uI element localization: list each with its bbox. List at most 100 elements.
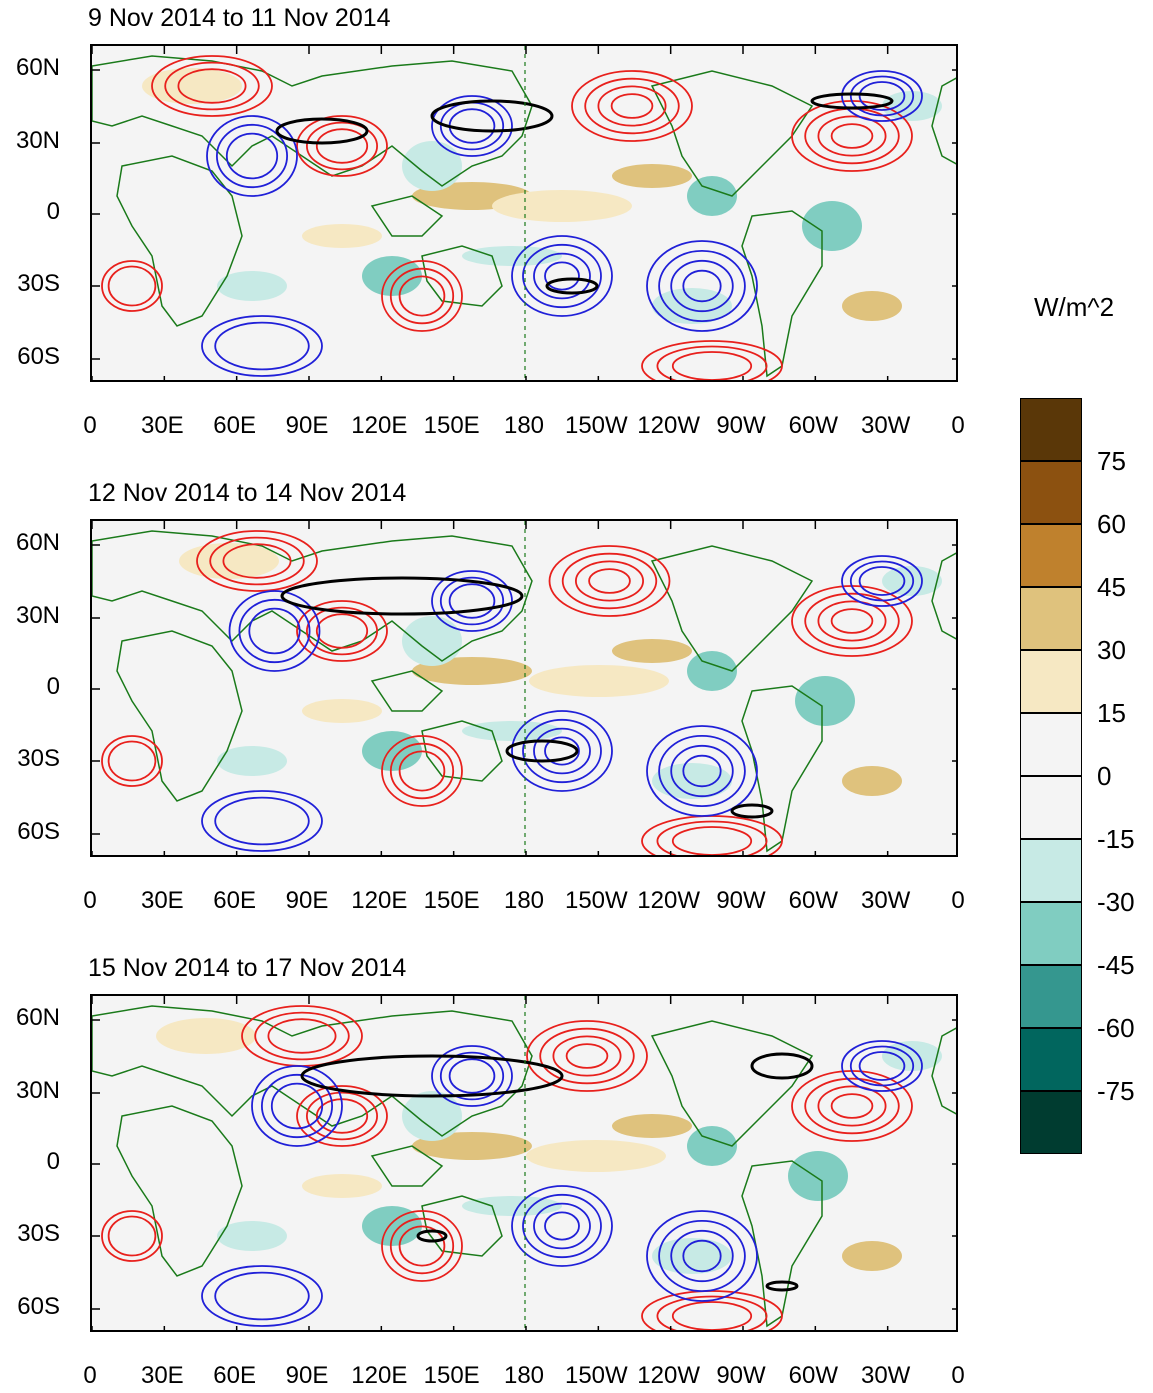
anomaly-shading	[402, 1091, 462, 1141]
anomaly-shading	[217, 1221, 287, 1251]
x-axis-label: 60E	[213, 412, 257, 439]
negative-contour	[841, 1040, 923, 1092]
negative-contour	[858, 81, 906, 111]
anomaly-shading	[462, 246, 562, 266]
significance-contour	[545, 277, 599, 295]
negative-contour	[522, 243, 602, 309]
panel-title: 15 Nov 2014 to 17 Nov 2014	[88, 954, 407, 982]
negative-contour	[544, 736, 580, 766]
x-axis-label: 120E	[351, 887, 408, 914]
positive-contour	[389, 267, 455, 325]
anomaly-shading	[217, 271, 287, 301]
positive-contour	[398, 750, 446, 792]
anomaly-shading	[302, 1174, 382, 1198]
positive-contour	[526, 1020, 648, 1092]
colorbar-title: W/m^2	[1034, 292, 1115, 322]
x-axis-label: 120W	[637, 887, 701, 914]
coastline	[370, 1145, 444, 1187]
positive-contour	[267, 1018, 337, 1054]
positive-contour	[574, 560, 644, 602]
colorbar-label: -60	[1097, 1013, 1135, 1043]
negative-contour	[682, 1239, 722, 1273]
positive-contour	[381, 1210, 463, 1282]
significance-contour	[765, 1280, 799, 1292]
anomaly-shading	[302, 224, 382, 248]
positive-contour	[656, 820, 768, 855]
coastline	[421, 1195, 503, 1257]
coastline	[116, 1105, 243, 1277]
y-axis-label: 60S	[17, 1293, 60, 1320]
negative-contour	[658, 249, 746, 322]
negative-contour	[431, 570, 513, 632]
anomaly-shading	[842, 766, 902, 796]
colorbar-box	[1020, 965, 1082, 1028]
colorbar-box	[1020, 524, 1082, 587]
coastline	[421, 720, 503, 782]
negative-contour	[841, 70, 923, 122]
anomaly-shading	[179, 543, 279, 579]
anomaly-shading	[529, 665, 669, 697]
negative-contour	[849, 1045, 915, 1087]
positive-contour	[305, 1091, 378, 1141]
y-axis-label: 30N	[15, 602, 60, 629]
y-axis-label: 0	[46, 1148, 60, 1175]
x-axis-label: 90E	[285, 887, 329, 914]
anomaly-shading	[462, 1196, 562, 1216]
positive-contour	[656, 345, 768, 380]
x-axis-label: 0	[951, 1362, 965, 1389]
anomaly-shading	[462, 721, 562, 741]
positive-contour	[101, 1210, 163, 1262]
colorbar-label: 45	[1097, 572, 1126, 602]
positive-contour	[107, 1215, 157, 1257]
anomaly-shading	[612, 164, 692, 188]
negative-contour	[439, 576, 505, 626]
negative-contour	[201, 315, 323, 377]
x-axis-label: 30E	[140, 412, 184, 439]
anomaly-shading	[687, 651, 737, 691]
positive-contour	[671, 351, 753, 380]
positive-contour	[561, 552, 658, 610]
positive-contour	[588, 568, 631, 594]
colorbar-label: -30	[1097, 887, 1135, 917]
colorbar-label: 30	[1097, 635, 1126, 665]
significance-contour	[430, 99, 554, 133]
anomaly-shading	[362, 1206, 422, 1246]
coastline	[116, 155, 243, 327]
colorbar-label: 15	[1097, 698, 1126, 728]
panel-title: 9 Nov 2014 to 11 Nov 2014	[88, 4, 391, 32]
negative-contour	[201, 790, 323, 852]
positive-contour	[817, 600, 887, 642]
positive-contour	[196, 530, 318, 592]
coastline	[650, 545, 814, 672]
negative-contour	[248, 607, 301, 655]
positive-contour	[804, 592, 900, 650]
positive-contour	[164, 61, 260, 111]
anomaly-shading	[882, 1041, 942, 1071]
x-axis-label: 90W	[716, 887, 766, 914]
x-axis-label: 150W	[564, 887, 628, 914]
positive-contour	[671, 826, 753, 855]
coastline	[116, 630, 243, 802]
positive-contour	[315, 128, 369, 164]
anomaly-shading	[526, 1140, 666, 1172]
negative-contour	[849, 75, 915, 117]
x-axis-label: 60W	[788, 412, 839, 439]
negative-contour	[522, 1193, 602, 1259]
positive-contour	[381, 735, 463, 807]
anomaly-shading	[402, 141, 462, 191]
positive-contour	[610, 93, 654, 119]
x-axis-label: 90W	[716, 1362, 766, 1389]
colorbar-box	[1020, 713, 1082, 776]
negative-contour	[670, 259, 734, 313]
anomaly-shading	[687, 1126, 737, 1166]
anomaly-shading	[612, 639, 692, 663]
negative-contour	[511, 1185, 613, 1267]
x-axis-label: 150E	[423, 887, 480, 914]
x-axis-label: 120W	[637, 1362, 701, 1389]
negative-contour	[214, 1271, 310, 1321]
x-axis-label: 0	[951, 412, 965, 439]
anomaly-shading	[612, 1114, 692, 1138]
anomaly-shading	[842, 1241, 902, 1271]
negative-contour	[511, 235, 613, 317]
anomaly-shading	[802, 201, 862, 251]
